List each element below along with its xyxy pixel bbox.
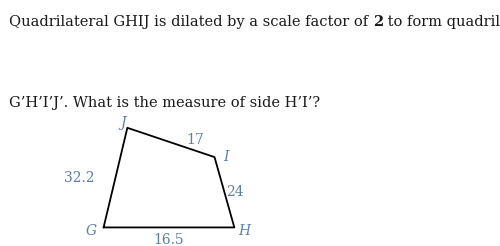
Text: J: J [120, 116, 126, 130]
Text: I: I [224, 150, 229, 164]
Text: 16.5: 16.5 [154, 233, 184, 246]
Text: 17: 17 [187, 133, 204, 147]
Text: Quadrilateral GHIJ is dilated by a scale factor of: Quadrilateral GHIJ is dilated by a scale… [9, 15, 373, 29]
Text: 24: 24 [226, 185, 244, 199]
Text: H: H [238, 224, 250, 238]
Text: 32.2: 32.2 [64, 171, 94, 184]
Text: G: G [86, 224, 98, 238]
Text: to form quadrilateral: to form quadrilateral [383, 15, 500, 29]
Text: G’H’I’J’. What is the measure of side H’I’?: G’H’I’J’. What is the measure of side H’… [9, 96, 320, 110]
Text: 2: 2 [373, 15, 383, 29]
